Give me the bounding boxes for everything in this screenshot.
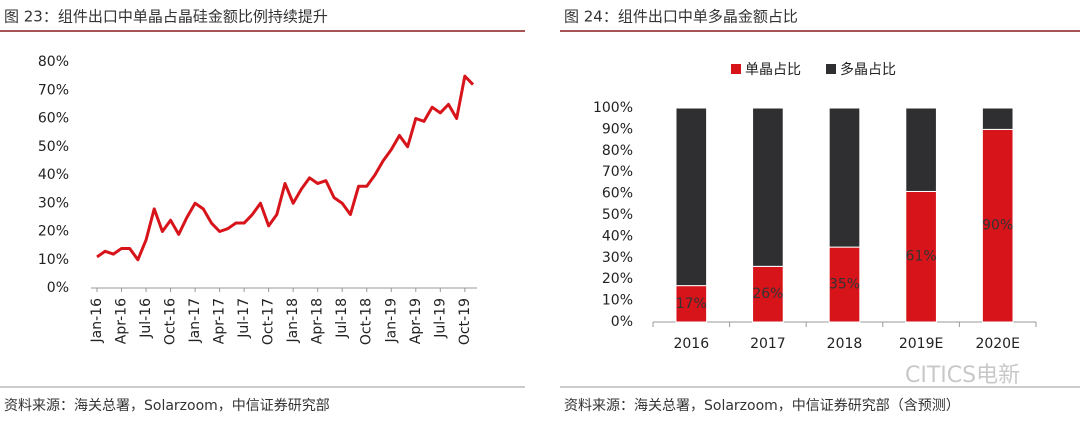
watermark: CITICS电新 [905,363,1020,388]
chart-title: 图 23：组件出口中单晶占晶硅金额比例持续提升 [4,8,328,26]
x-tick-label: Apr-18 [310,298,326,344]
legend-swatch [731,64,741,74]
y-tick-label: 60% [38,111,69,127]
value-label: 26% [752,286,783,302]
data-line [96,74,475,262]
bar-segment [828,107,861,248]
y-tick-label: 10% [38,252,69,268]
y-tick-label: 70% [602,164,633,180]
chart-title: 图 24：组件出口中单多晶金额占比 [564,8,798,26]
x-tick-label: Jan-18 [285,298,301,343]
x-tick-label: 2019E [899,336,943,352]
bar-segment [752,107,784,267]
y-tick-label: 0% [47,280,69,296]
bar-segment [981,128,1014,323]
x-tick-label: Apr-19 [408,298,424,344]
y-tick-label: 20% [38,224,69,240]
legend-label: 单晶占比 [745,62,801,78]
x-tick-label: 2018 [827,336,863,352]
bar-segment [905,107,937,192]
x-tick-label: Oct-19 [457,298,473,345]
x-tick-label: Oct-17 [261,298,277,345]
y-tick-label: 90% [602,121,633,137]
x-tick-label: 2016 [673,336,709,352]
value-label: 90% [982,218,1013,234]
y-tick-label: 10% [602,293,633,309]
value-label: 35% [829,277,860,293]
value-label: 17% [676,296,707,312]
source-note: 资料来源：海关总署，Solarzoom，中信证券研究部 [4,398,330,414]
x-tick-label: 2017 [750,336,786,352]
y-tick-label: 30% [38,195,69,211]
x-tick-label: Jan-16 [89,298,105,344]
y-tick-label: 60% [602,186,633,202]
y-tick-label: 30% [602,250,633,266]
y-tick-label: 50% [602,207,633,223]
x-tick-label: Oct-18 [359,298,375,345]
y-tick-label: 50% [38,139,69,155]
x-tick-label: Apr-17 [212,298,228,344]
legend-label: 多晶占比 [840,61,896,78]
x-tick-label: Jan-19 [383,298,399,343]
x-tick-label: Apr-16 [114,298,130,344]
y-tick-label: 100% [593,100,633,116]
bar-segment [752,265,784,323]
x-tick-label: Jan-17 [187,298,203,343]
x-tick-label: Jul-16 [138,298,154,339]
x-tick-label: Jul-19 [432,298,448,339]
y-tick-label: 20% [602,271,633,287]
y-tick-label: 0% [611,314,633,330]
y-tick-label: 40% [38,167,69,183]
bar-segment [675,285,708,323]
legend-swatch [826,64,836,74]
y-tick-label: 70% [38,82,69,98]
bar-segment [981,107,1014,130]
bar-segment [905,190,937,323]
bar-segment [675,107,708,287]
source-note: 资料来源：海关总署，Solarzoom，中信证券研究部（含预测） [564,398,960,414]
value-label: 61% [906,249,937,265]
bar-segment [828,246,861,323]
y-tick-label: 40% [602,228,633,244]
x-tick-label: 2020E [975,336,1019,352]
y-tick-label: 80% [602,143,633,159]
x-tick-label: Jul-18 [334,298,350,339]
x-tick-label: Oct-16 [163,298,179,345]
y-tick-label: 80% [38,54,69,70]
x-tick-label: Jul-17 [236,298,252,339]
